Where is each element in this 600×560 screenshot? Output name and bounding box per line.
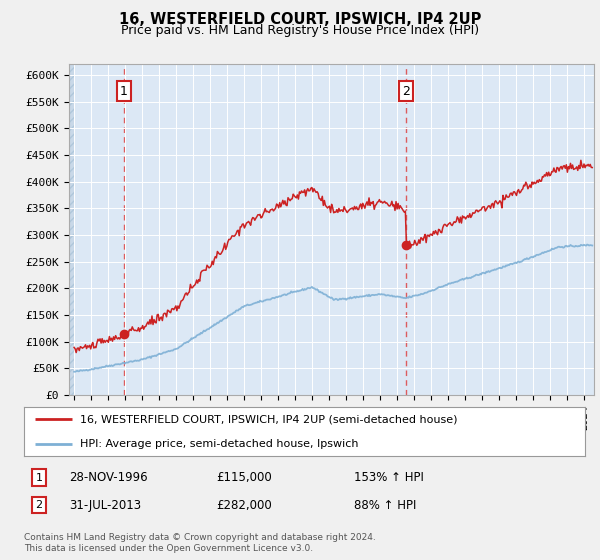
- Text: 2: 2: [402, 85, 410, 97]
- Text: Price paid vs. HM Land Registry's House Price Index (HPI): Price paid vs. HM Land Registry's House …: [121, 24, 479, 37]
- Text: Contains HM Land Registry data © Crown copyright and database right 2024.
This d: Contains HM Land Registry data © Crown c…: [24, 533, 376, 553]
- Text: 1: 1: [35, 473, 43, 483]
- Text: 1: 1: [120, 85, 128, 97]
- Text: 16, WESTERFIELD COURT, IPSWICH, IP4 2UP: 16, WESTERFIELD COURT, IPSWICH, IP4 2UP: [119, 12, 481, 27]
- Text: £115,000: £115,000: [216, 471, 272, 484]
- Text: 28-NOV-1996: 28-NOV-1996: [69, 471, 148, 484]
- Text: £282,000: £282,000: [216, 498, 272, 512]
- Text: 16, WESTERFIELD COURT, IPSWICH, IP4 2UP (semi-detached house): 16, WESTERFIELD COURT, IPSWICH, IP4 2UP …: [80, 414, 458, 424]
- Text: 88% ↑ HPI: 88% ↑ HPI: [354, 498, 416, 512]
- Text: 31-JUL-2013: 31-JUL-2013: [69, 498, 141, 512]
- Text: 153% ↑ HPI: 153% ↑ HPI: [354, 471, 424, 484]
- Text: 2: 2: [35, 500, 43, 510]
- Text: HPI: Average price, semi-detached house, Ipswich: HPI: Average price, semi-detached house,…: [80, 439, 359, 449]
